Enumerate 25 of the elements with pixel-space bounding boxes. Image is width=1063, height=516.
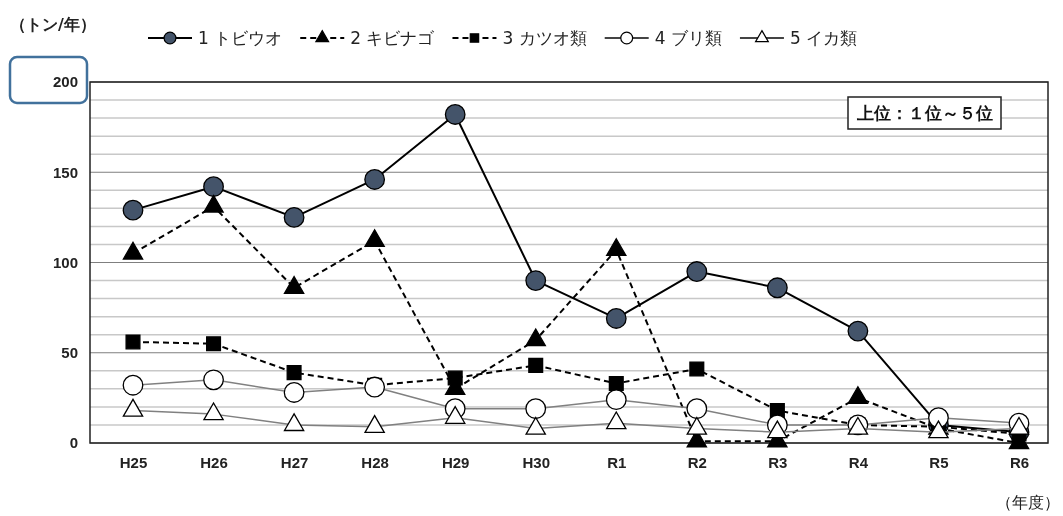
x-tick-label: R5: [929, 453, 949, 471]
annotation: 上位：１位～５位: [856, 103, 993, 123]
y-tick-label: 0: [69, 434, 78, 452]
x-tick-label: R2: [687, 453, 707, 471]
legend-label: 2 キビナゴ: [350, 28, 436, 48]
x-tick-label: H27: [280, 453, 309, 471]
x-tick-label: H25: [119, 453, 148, 471]
y-tick-label: 200: [52, 73, 78, 91]
legend-label: 5 イカ類: [789, 28, 858, 48]
x-tick-label: H30: [522, 453, 550, 471]
x-tick-label: R6: [1009, 453, 1030, 471]
y-tick-label: 150: [52, 163, 78, 181]
x-tick-label: R3: [768, 453, 788, 471]
x-tick-label: H26: [200, 453, 228, 471]
y-tick-label: 100: [52, 253, 78, 271]
x-tick-label: R1: [607, 453, 627, 471]
x-tick-label: H28: [361, 453, 389, 471]
x-tick-label: R4: [848, 453, 869, 471]
legend-label: 3 カツオ類: [502, 28, 587, 48]
x-tick-label: H29: [441, 453, 470, 471]
legend-label: 1 トビウオ: [198, 28, 283, 48]
y-tick-label: 50: [61, 344, 78, 362]
legend-label: 4 ブリ類: [654, 28, 722, 48]
x-axis-title: （年度）: [996, 493, 1060, 512]
y-axis-title: （トン/年）: [10, 15, 96, 34]
